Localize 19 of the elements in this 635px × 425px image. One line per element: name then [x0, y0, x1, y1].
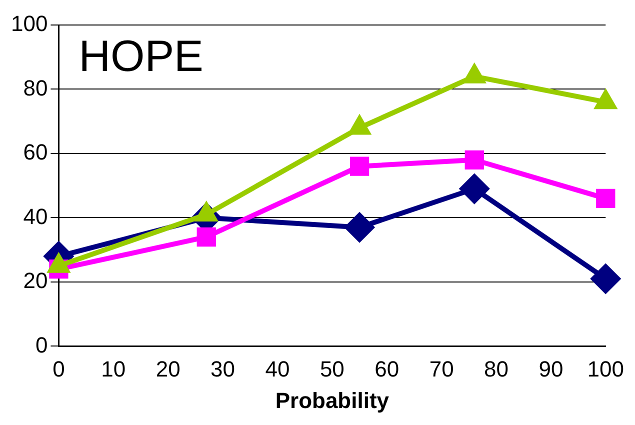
y-tick-label: 40: [23, 204, 48, 229]
y-tick-label: 80: [23, 75, 48, 100]
annotation: HOPE: [78, 32, 204, 82]
y-tick-label: 20: [23, 268, 48, 294]
x-tick-label: 90: [538, 356, 564, 382]
y-tick-label: 60: [23, 140, 48, 165]
x-tick-label: 40: [265, 356, 290, 382]
x-tick-label: 70: [429, 356, 454, 382]
x-tick-label: 60: [374, 356, 400, 382]
y-tick-label: 100: [10, 11, 48, 36]
x-tick-label: 30: [210, 356, 236, 382]
x-tick-label: 50: [320, 356, 344, 382]
x-axis-title: Probability: [275, 388, 390, 413]
y-tick-label: 0: [35, 332, 48, 358]
x-tick-label: 10: [101, 356, 126, 382]
x-tick-label: 100: [587, 356, 624, 382]
x-tick-label: 0: [52, 356, 65, 382]
x-tick-label: 80: [484, 356, 508, 382]
x-tick-label: 20: [156, 356, 180, 382]
